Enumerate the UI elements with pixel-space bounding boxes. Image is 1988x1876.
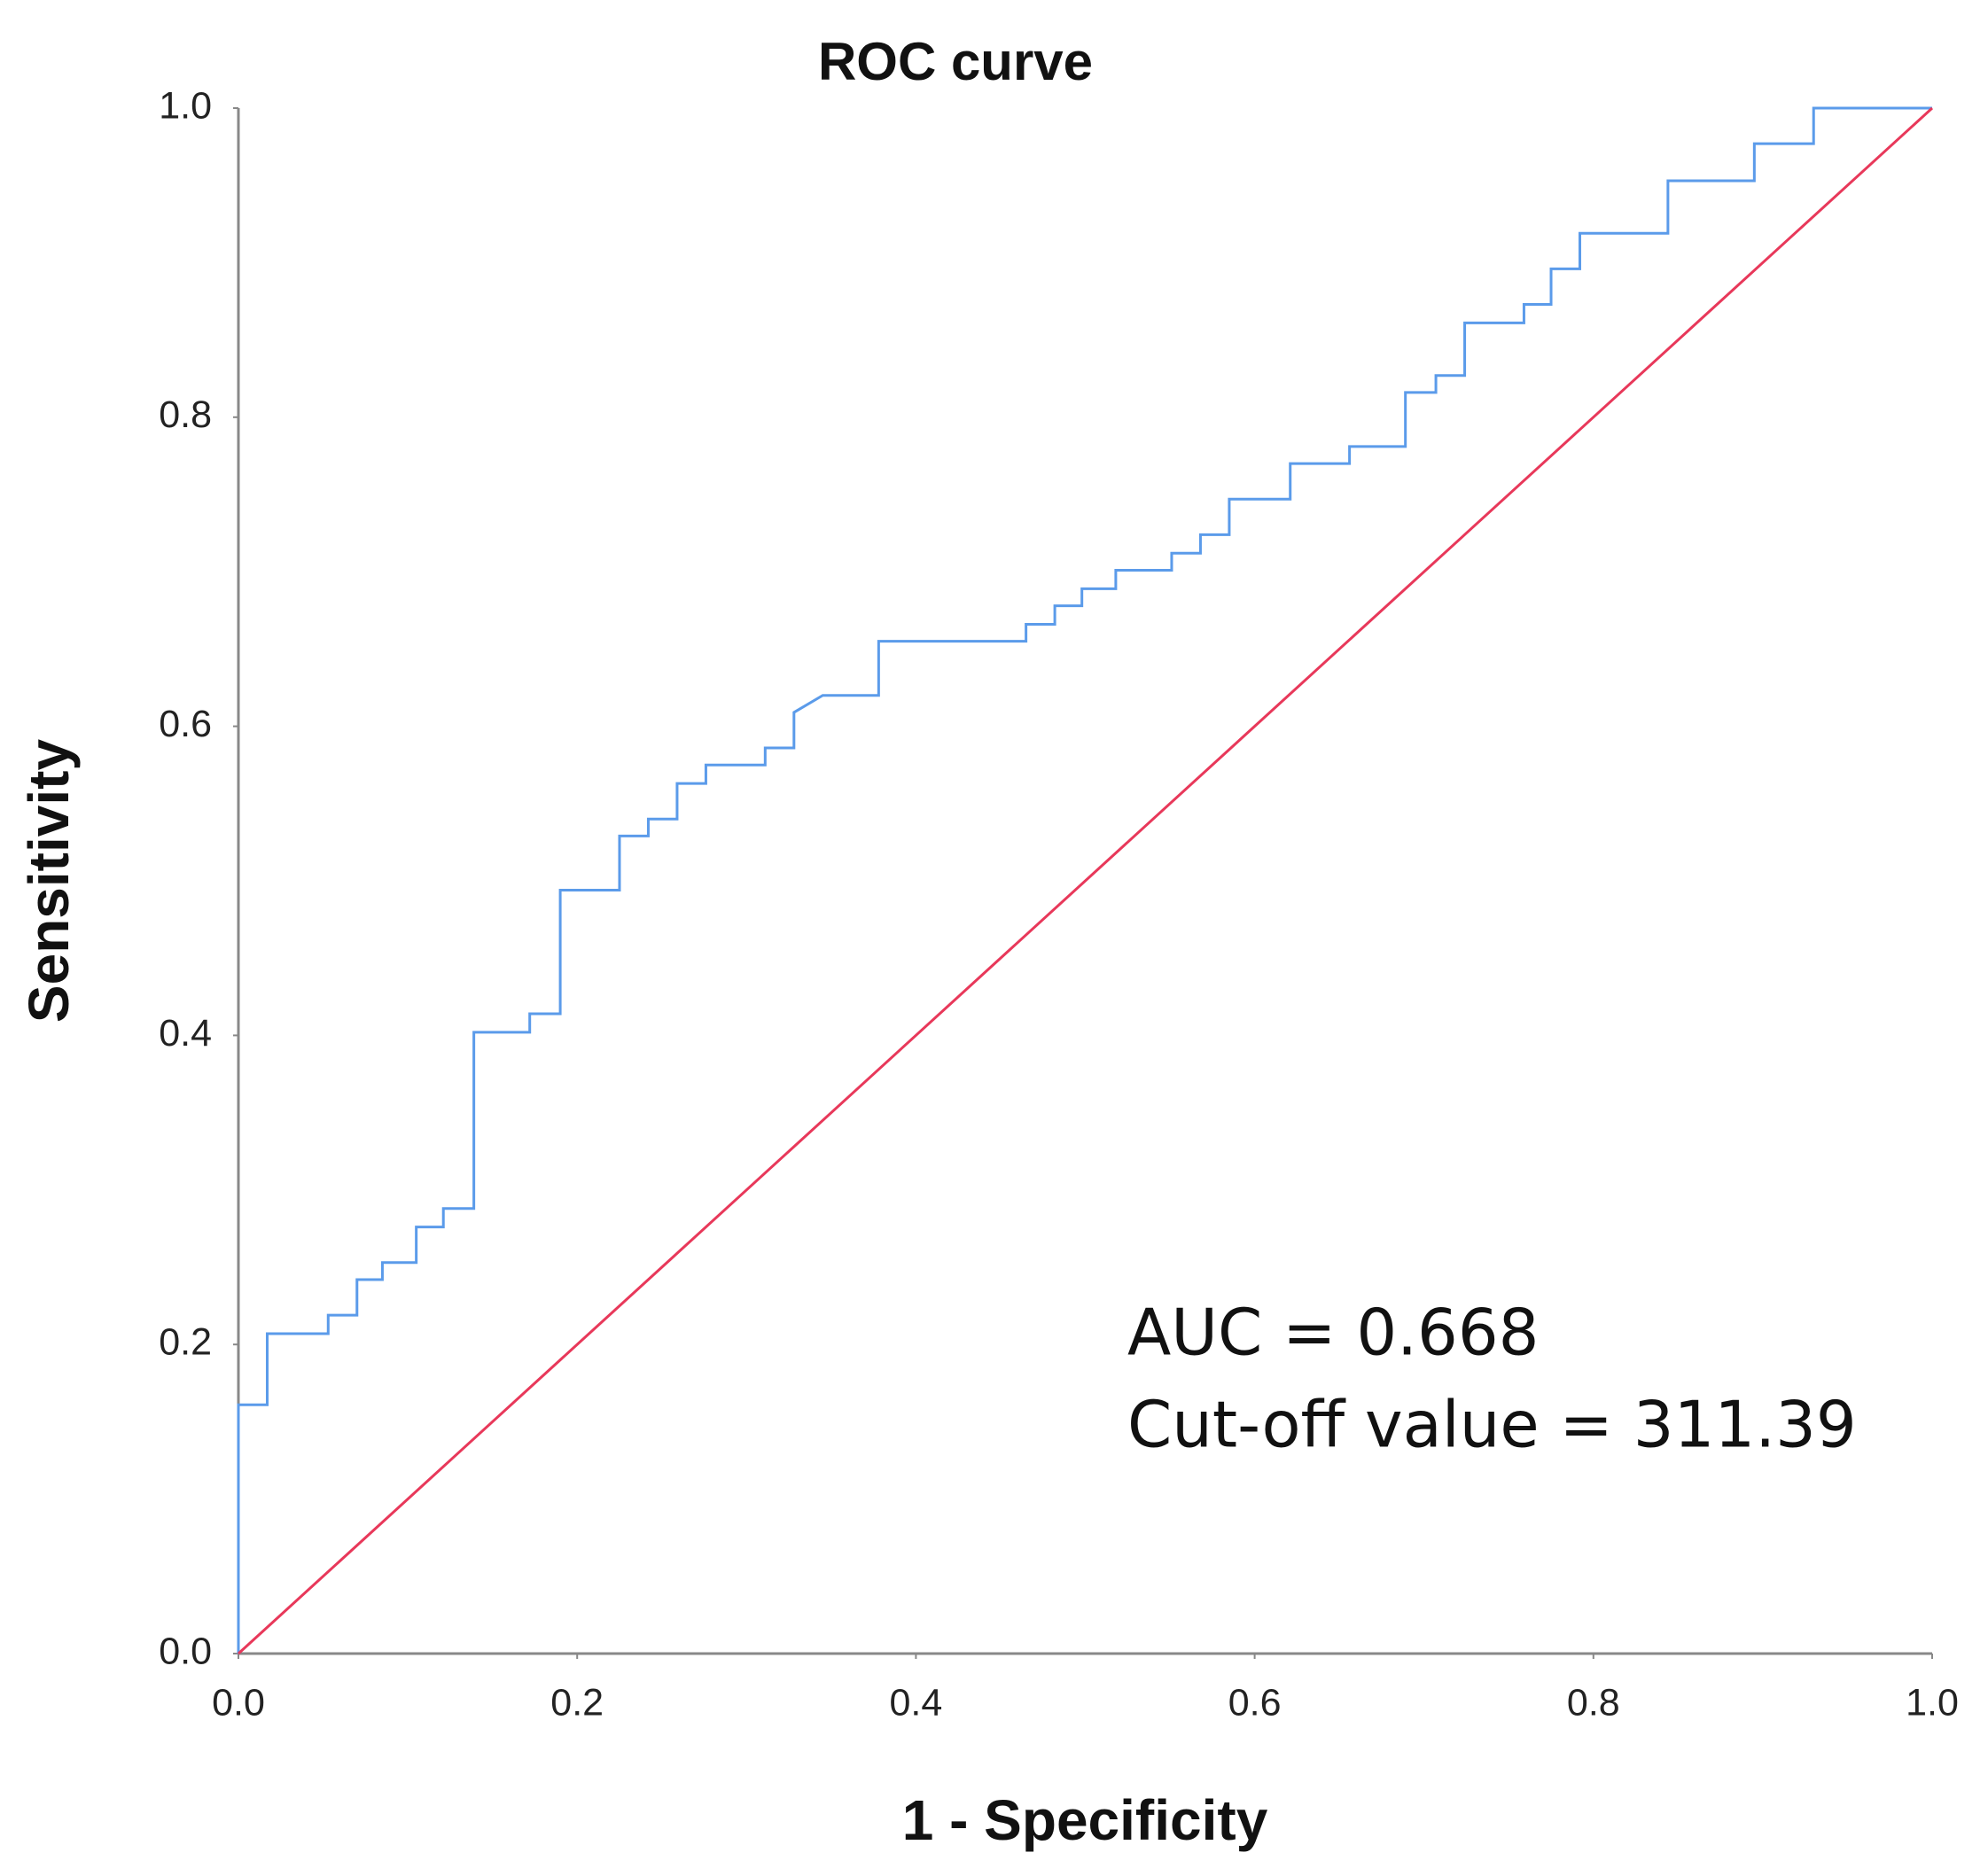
y-tick-label: 0.4 (159, 1012, 212, 1055)
y-tick-label: 0.2 (159, 1321, 212, 1364)
x-tick-label: 0.2 (550, 1681, 604, 1724)
y-tick-label: 0.6 (159, 703, 212, 745)
x-tick-label: 1.0 (1906, 1681, 1959, 1724)
line (237, 106, 1934, 1655)
y-tick-label: 0.0 (159, 1630, 212, 1672)
x-tick-label: 0.0 (212, 1681, 265, 1724)
annotation: Cut-off value = 311.39 (1127, 1388, 1857, 1462)
y-axis-label: Sensitivity (17, 739, 81, 1024)
x-tick-label: 0.6 (1228, 1681, 1282, 1724)
y-tick-label: 1.0 (159, 84, 212, 127)
annotation: AUC = 0.668 (1127, 1296, 1539, 1370)
x-tick-label: 0.8 (1567, 1681, 1620, 1724)
x-tick-label: 0.4 (890, 1681, 943, 1724)
line (237, 106, 1932, 1654)
y-tick-label: 0.8 (159, 393, 212, 436)
chart-title: ROC curve (818, 32, 1093, 91)
x-axis-label: 1 - Specificity (902, 1788, 1268, 1852)
